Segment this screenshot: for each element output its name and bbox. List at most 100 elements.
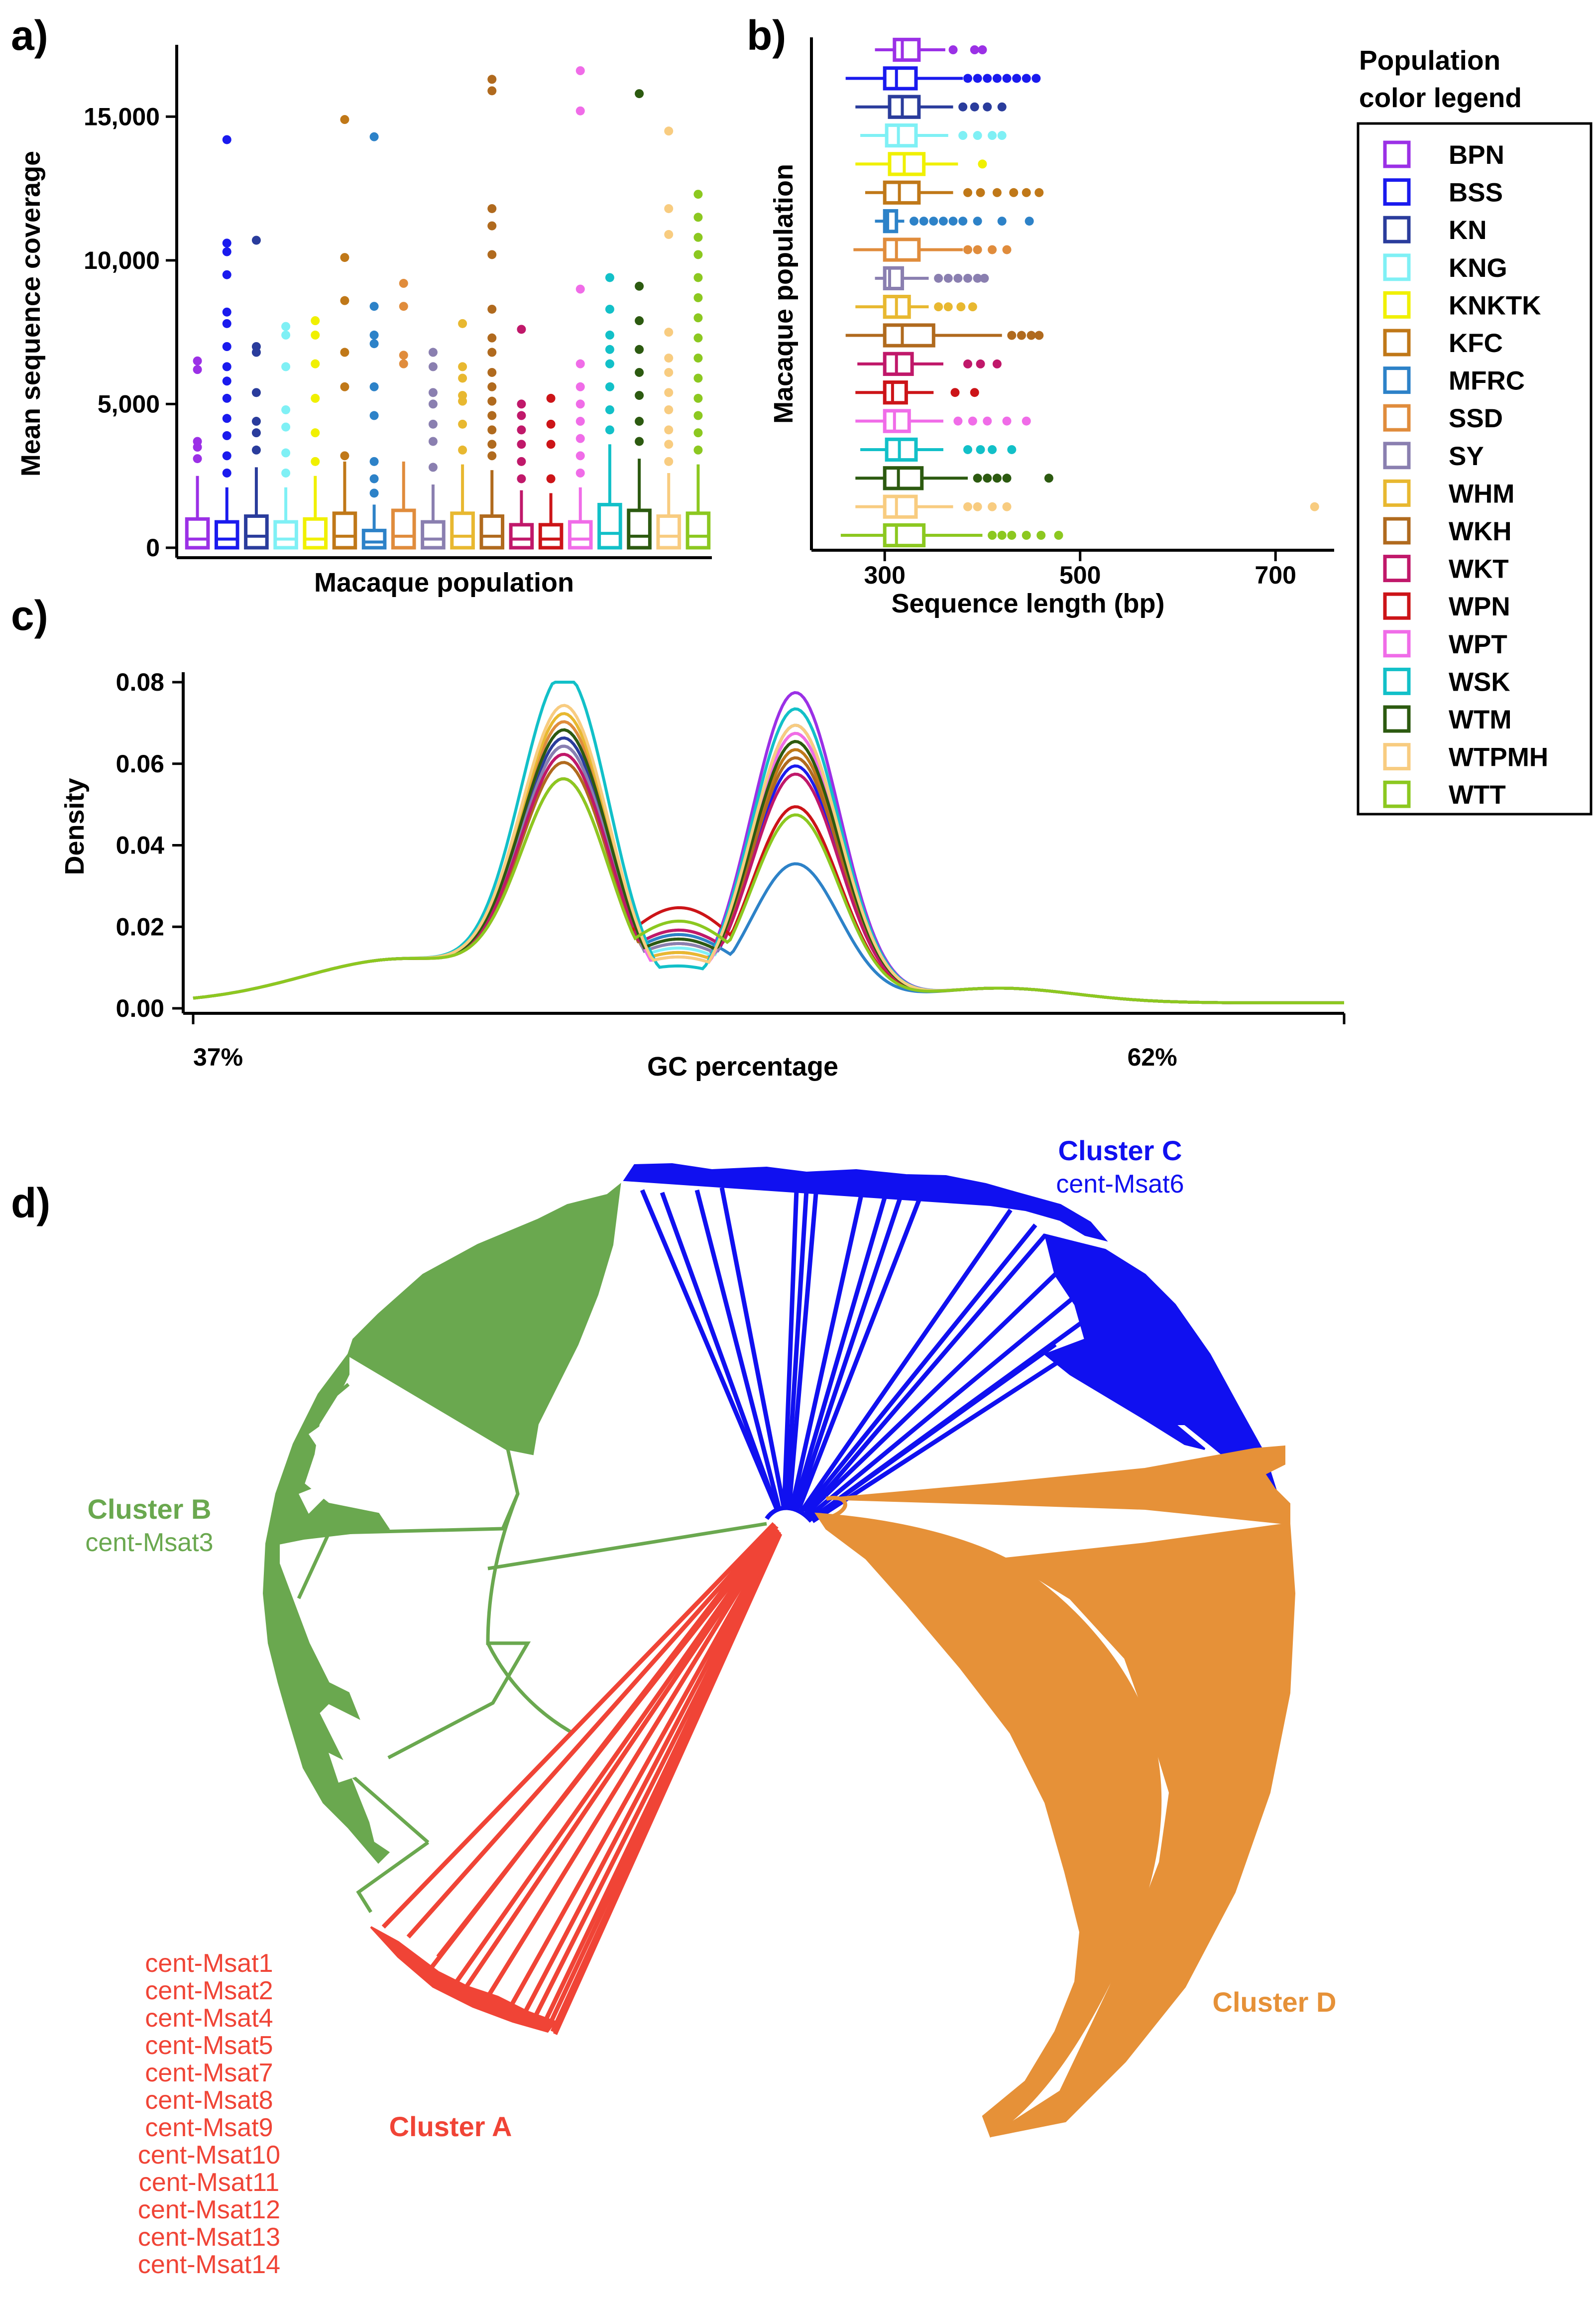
panel-a-outlier-wtt: [693, 428, 703, 438]
panel-a-outlier-sy: [428, 419, 438, 429]
panel-a-outlier-wtt: [693, 393, 703, 403]
panel-b-outlier-mfrc: [948, 217, 958, 226]
cluster-a-member: cent-Msat7: [145, 2058, 273, 2087]
panel-b-box-wtt: [883, 523, 926, 548]
panel-a-outlier-wkh: [487, 250, 497, 259]
panel-b-outlier-bss: [1022, 74, 1031, 83]
panel-b-outlier-wkt: [992, 359, 1002, 368]
panel-b-y-axis-title: Macaque population: [769, 164, 798, 424]
panel-a-outlier-wpt: [575, 451, 585, 461]
panel-b-outlier-wtpmh: [963, 502, 973, 511]
panel-b-outlier-mfrc: [1025, 217, 1034, 226]
panel-a-outlier-wkt: [517, 457, 526, 466]
legend-swatch-kfc: [1383, 329, 1411, 357]
panel-b-outlier-wtpmh: [973, 502, 982, 511]
panel-b-outlier-mfrc: [973, 217, 982, 226]
panel-b-outlier-ssd: [988, 245, 997, 254]
cluster-a-member: cent-Msat1: [145, 1949, 273, 1978]
panel-b-outlier-wpn: [950, 388, 960, 397]
panel-a-outlier-kn: [251, 428, 261, 438]
legend-label-ssd: SSD: [1449, 404, 1503, 433]
panel-a-outlier-wtpmh: [664, 405, 674, 414]
panel-b-outlier-kfc: [976, 188, 985, 197]
panel-b-outlier-sy: [980, 273, 989, 283]
panel-c-y-tick-label: 0.00: [116, 994, 164, 1022]
panel-a-outlier-mfrc: [369, 474, 379, 484]
panel-b-outlier-wsk: [988, 445, 997, 454]
panel-a-y-tick-label: 15,000: [84, 103, 160, 130]
panel-a-box-kng: [273, 520, 298, 550]
legend-swatch-bpn: [1383, 140, 1411, 168]
cluster-a-member: cent-Msat4: [145, 2004, 273, 2033]
panel-a-outlier-wsk: [605, 359, 614, 368]
panel-b-outlier-kn: [970, 102, 979, 112]
legend-swatch-wkt: [1383, 555, 1411, 583]
panel-b-outlier-bss: [1031, 74, 1041, 83]
panel-b-outlier-wtpmh: [988, 502, 997, 511]
panel-a-box-wpt: [568, 520, 593, 550]
panel-b-outlier-ssd: [963, 245, 973, 254]
legend-swatch-whm: [1383, 479, 1411, 507]
panel-a-outlier-knktk: [311, 457, 320, 466]
panel-a-outlier-bss: [222, 376, 231, 386]
panel-a-outlier-kn: [251, 342, 261, 351]
legend-swatch-sy: [1383, 442, 1411, 470]
panel-a-outlier-whm: [458, 445, 467, 455]
panel-a-outlier-wkh: [487, 440, 497, 449]
panel-a-outlier-wpt: [575, 106, 585, 116]
panel-b-outlier-wpt: [968, 416, 977, 426]
legend-swatch-kn: [1383, 216, 1411, 243]
cluster-a-member: cent-Msat13: [138, 2223, 280, 2252]
panel-a-outlier-wpt: [575, 417, 585, 426]
panel-b-outlier-sy: [943, 273, 953, 283]
panel-a-outlier-wkt: [517, 411, 526, 420]
panel-b-outlier-wtm: [973, 474, 982, 483]
panel-a-outlier-bss: [222, 393, 231, 403]
panel-b-outlier-whm: [943, 302, 953, 312]
panel-b-box-wpt: [883, 409, 911, 433]
panel-a-outlier-wtt: [693, 313, 703, 323]
panel-a-outlier-wtm: [635, 345, 644, 354]
panel-a-outlier-wsk: [605, 425, 614, 435]
panel-a-outlier-sy: [428, 362, 438, 371]
panel-b-box-wkh: [883, 323, 935, 348]
panel-b-outlier-bpn: [978, 45, 987, 54]
panel-a-outlier-wtpmh: [664, 328, 674, 337]
panel-a-outlier-sy: [428, 437, 438, 446]
cluster-c-member: cent-Msat6: [1056, 1170, 1184, 1199]
panel-a-outlier-kng: [281, 468, 291, 478]
panel-a-outlier-wtpmh: [664, 440, 674, 449]
panel-a-outlier-wkh: [487, 221, 497, 231]
panel-a-outlier-wtpmh: [664, 425, 674, 435]
panel-b-outlier-bpn: [970, 45, 979, 54]
panel-b-outlier-sy: [963, 273, 973, 283]
panel-b-box-wpn: [883, 380, 908, 405]
panel-b-outlier-kfc: [1022, 188, 1031, 197]
legend-label-kfc: KFC: [1449, 329, 1503, 358]
panel-a-box-whm: [450, 511, 475, 550]
panel-a-outlier-bpn: [193, 454, 202, 464]
panel-a-outlier-wtt: [693, 190, 703, 199]
panel-a-outlier-sy: [428, 463, 438, 472]
panel-a-outlier-kn: [251, 417, 261, 426]
legend-label-wtm: WTM: [1449, 705, 1512, 734]
panel-a-box-mfrc: [361, 528, 387, 550]
panel-a-outlier-kn: [251, 388, 261, 397]
panel-a-outlier-wtm: [635, 316, 644, 326]
panel-b-outlier-kn: [997, 102, 1007, 112]
panel-b-outlier-whm: [968, 302, 977, 312]
panel-b-outlier-ssd: [973, 245, 982, 254]
panel-a-outlier-kfc: [340, 382, 349, 391]
panel-b-outlier-wpn: [970, 388, 979, 397]
panel-b-outlier-wtm: [1002, 474, 1012, 483]
panel-a-outlier-kng: [281, 422, 291, 432]
panel-a-outlier-mfrc: [369, 382, 379, 391]
panel-c-density: 0.00 0.02 0.04 0.06 0.08 37% 62% GC percentage…: [60, 668, 1346, 1082]
panel-b-outlier-kng: [997, 131, 1007, 140]
panel-b-outlier-wkh: [1026, 331, 1036, 340]
legend-title-line2: color legend: [1359, 82, 1522, 113]
legend-label-wpt: WPT: [1449, 630, 1507, 659]
panel-a-outlier-wpt: [575, 399, 585, 409]
panel-b-outlier-whm: [956, 302, 966, 312]
panel-b-outlier-kfc: [1034, 188, 1044, 197]
